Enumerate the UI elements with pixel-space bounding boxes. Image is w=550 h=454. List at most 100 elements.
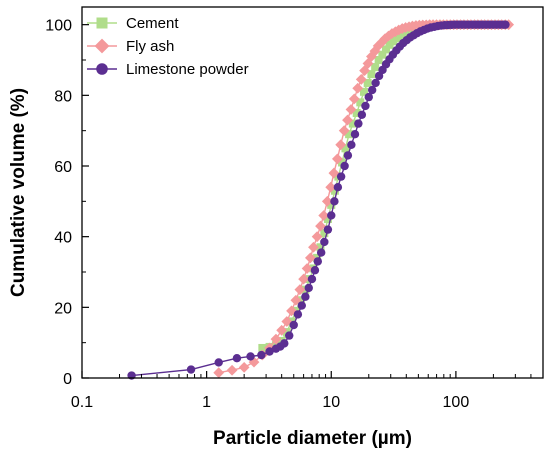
data-point xyxy=(352,82,364,94)
data-point xyxy=(378,50,387,59)
data-point xyxy=(270,333,282,345)
data-point xyxy=(347,140,356,149)
data-point xyxy=(186,365,196,374)
data-point xyxy=(376,36,388,48)
data-point xyxy=(352,109,361,117)
legend-item: Limestone powder xyxy=(87,61,249,78)
data-point xyxy=(327,200,336,209)
data-point xyxy=(343,151,353,160)
data-point xyxy=(354,119,363,128)
data-point xyxy=(298,273,310,285)
data-point xyxy=(276,324,288,336)
data-point xyxy=(96,17,108,29)
data-point xyxy=(342,114,353,126)
data-point xyxy=(246,352,255,361)
y-tick-label: 40 xyxy=(54,230,72,247)
data-point xyxy=(282,328,291,337)
data-point xyxy=(357,110,367,119)
data-point xyxy=(336,172,346,181)
data-point xyxy=(330,186,339,195)
data-point xyxy=(361,101,370,111)
data-point xyxy=(316,243,325,252)
data-point xyxy=(363,78,372,87)
data-point xyxy=(311,231,323,243)
series-limestone-powder xyxy=(127,20,510,380)
data-point xyxy=(293,310,303,319)
data-point xyxy=(374,56,383,64)
data-point xyxy=(281,316,293,327)
y-axis-title: Cumulative volume (%) xyxy=(8,88,29,297)
data-point xyxy=(367,70,376,79)
legend-item: Cement xyxy=(87,15,179,32)
data-point xyxy=(364,92,373,102)
data-point xyxy=(316,248,326,257)
data-point xyxy=(94,38,110,54)
y-tick-label: 0 xyxy=(63,371,72,388)
legend-label: Cement xyxy=(126,15,179,32)
data-point xyxy=(315,220,326,232)
data-point xyxy=(226,364,238,376)
y-tick-label: 60 xyxy=(54,159,72,176)
data-point xyxy=(297,301,306,310)
x-axis-title: Particle diameter (µm) xyxy=(213,428,412,449)
data-point xyxy=(383,30,394,42)
data-point xyxy=(355,74,367,85)
data-point xyxy=(338,158,347,167)
data-point xyxy=(214,358,223,367)
data-point xyxy=(501,20,510,29)
data-point xyxy=(338,125,350,137)
data-point xyxy=(320,237,329,247)
data-point xyxy=(258,343,267,352)
data-point xyxy=(289,320,298,330)
data-point xyxy=(304,283,313,293)
data-point xyxy=(382,45,391,54)
data-point xyxy=(371,63,380,72)
data-point xyxy=(213,367,225,379)
data-point xyxy=(335,139,347,151)
data-point xyxy=(341,144,350,153)
data-point xyxy=(345,130,354,139)
data-point xyxy=(238,362,250,373)
data-point xyxy=(359,87,368,96)
legend-item: Fly ash xyxy=(87,38,174,55)
data-point xyxy=(325,181,337,193)
legend: Cement Fly ash Limestone powder xyxy=(87,15,249,78)
data-point xyxy=(304,252,316,264)
data-point xyxy=(348,93,360,105)
data-point xyxy=(367,85,377,95)
legend-label: Fly ash xyxy=(126,38,174,55)
data-point xyxy=(321,195,333,207)
data-point xyxy=(294,284,306,296)
data-point xyxy=(323,215,332,223)
data-point xyxy=(313,257,323,266)
data-point xyxy=(318,210,330,221)
data-point xyxy=(96,63,108,75)
x-axis-ticks: 0.1 1 10 100 xyxy=(71,371,544,411)
data-point xyxy=(340,161,349,171)
plot-series-group xyxy=(127,19,515,380)
data-point xyxy=(232,354,242,363)
data-point xyxy=(345,104,357,115)
x-tick-label: 100 xyxy=(443,394,470,411)
data-point xyxy=(265,347,274,356)
series-fly-ash xyxy=(213,19,515,379)
data-point xyxy=(331,153,343,165)
data-point xyxy=(285,331,294,340)
data-point xyxy=(328,167,340,179)
x-tick-label: 10 xyxy=(322,394,340,411)
data-point xyxy=(371,78,380,88)
data-point xyxy=(301,263,313,274)
data-point xyxy=(301,292,310,301)
data-point xyxy=(356,98,365,107)
data-point xyxy=(308,241,319,253)
y-tick-label: 80 xyxy=(54,88,72,105)
plot-frame xyxy=(81,6,544,379)
data-point xyxy=(372,40,384,52)
data-point xyxy=(348,119,357,128)
data-point xyxy=(323,225,333,234)
y-tick-label: 100 xyxy=(45,18,72,35)
data-point xyxy=(350,130,360,139)
data-point xyxy=(327,211,336,220)
data-point xyxy=(333,183,343,192)
